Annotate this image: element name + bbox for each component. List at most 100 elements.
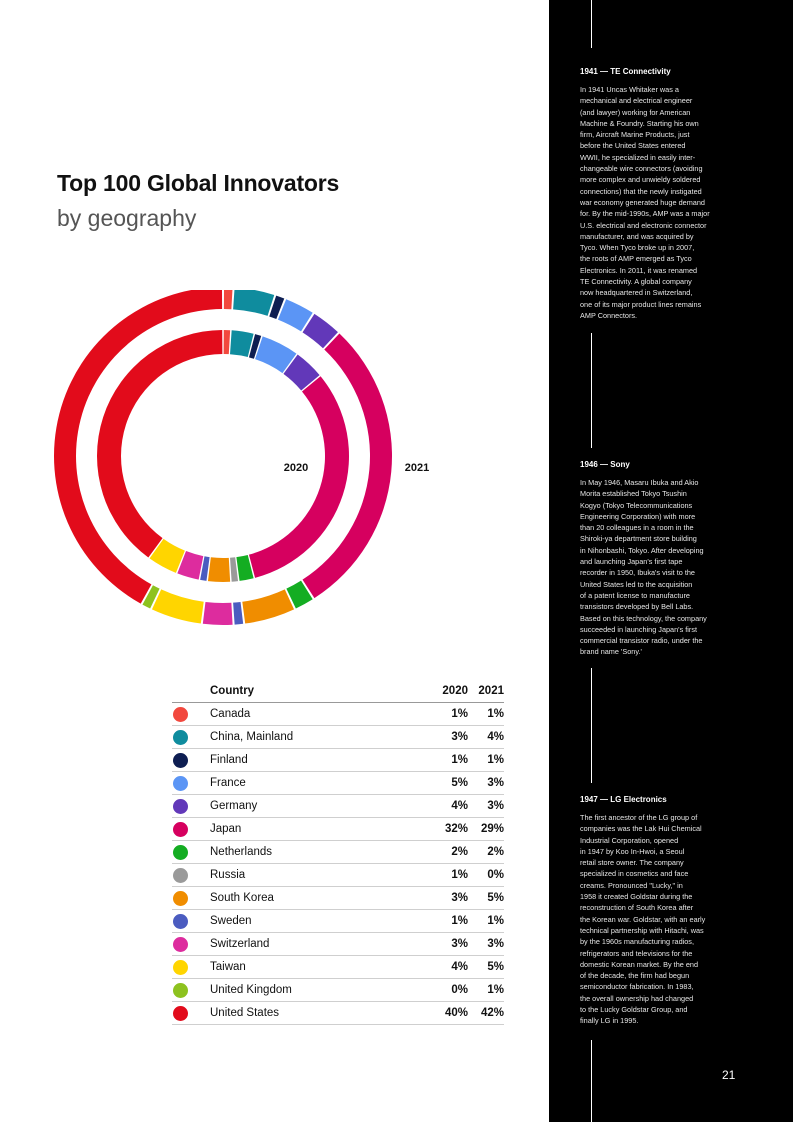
table-row: Japan 32% 29% [172, 817, 504, 841]
timeline-line [591, 333, 592, 448]
timeline-line [591, 0, 592, 48]
legend-swatch [173, 798, 188, 814]
country-name: France [210, 771, 432, 795]
history-entry-te-connectivity: 1941 — TE Connectivity In 1941 Uncas Whi… [580, 67, 740, 321]
donut-slice-2021-south-korea [242, 589, 295, 624]
legend-swatch [173, 752, 188, 768]
value-2021: 0% [468, 863, 504, 887]
donut-slice-2020-south-korea [207, 557, 231, 582]
table-row: Germany 4% 3% [172, 794, 504, 818]
header-2021: 2021 [468, 680, 504, 703]
legend-swatch [173, 959, 188, 975]
value-2020: 1% [432, 909, 468, 933]
value-2021: 2% [468, 840, 504, 864]
value-2020: 3% [432, 886, 468, 910]
inner-ring-2020 [97, 330, 350, 582]
donut-slice-2021-netherlands [286, 580, 313, 609]
donut-slice-2020-switzerland [177, 551, 204, 580]
history-entry-text: In 1941 Uncas Whitaker was a mechanical a… [580, 85, 710, 320]
table-row: Russia 1% 0% [172, 863, 504, 887]
value-2020: 4% [432, 794, 468, 818]
table-row: Finland 1% 1% [172, 748, 504, 772]
legend-swatch [173, 913, 188, 929]
value-2021: 3% [468, 771, 504, 795]
value-2020: 32% [432, 817, 468, 841]
outer-ring-label: 2021 [405, 462, 429, 474]
donut-slice-2021-sweden [233, 601, 244, 625]
header-2020: 2020 [432, 680, 468, 703]
value-2020: 1% [432, 863, 468, 887]
legend-swatch [173, 867, 188, 883]
legend-swatch [173, 982, 188, 998]
table-row: United Kingdom 0% 1% [172, 978, 504, 1002]
value-2020: 2% [432, 840, 468, 864]
legend-swatch [173, 729, 188, 745]
value-2021: 42% [468, 1001, 504, 1025]
history-entry-heading: 1941 — TE Connectivity [580, 67, 671, 76]
country-name: China, Mainland [210, 725, 432, 749]
value-2020: 3% [432, 725, 468, 749]
table-row: Switzerland 3% 3% [172, 932, 504, 956]
value-2021: 1% [468, 978, 504, 1002]
value-2021: 1% [468, 702, 504, 726]
country-name: Taiwan [210, 955, 432, 979]
value-2021: 5% [468, 886, 504, 910]
history-entry-text: The first ancestor of the LG group of com… [580, 813, 706, 1026]
country-name: Germany [210, 794, 432, 818]
donut-slice-2021-united-states [54, 290, 223, 604]
value-2021: 4% [468, 725, 504, 749]
value-2020: 4% [432, 955, 468, 979]
geography-table: Country 2020 2021 Canada 1% 1% China, Mainl… [172, 680, 504, 1025]
donut-slice-2021-france [277, 299, 313, 332]
history-entry-lg-electronics: 1947 — LG Electronics The first ancestor… [580, 795, 740, 1027]
country-name: Russia [210, 863, 432, 887]
table-row: China, Mainland 3% 4% [172, 725, 504, 749]
value-2020: 1% [432, 748, 468, 772]
donut-slice-2021-china-mainland [233, 290, 275, 316]
donut-slice-2020-germany [283, 354, 320, 391]
donut-slice-2021-finland [269, 295, 285, 320]
history-entry-text: In May 1946, Masaru Ibuka and Akio Morita… [580, 478, 707, 657]
donut-slice-2020-united-states [97, 330, 223, 558]
history-entry-heading: 1947 — LG Electronics [580, 795, 667, 804]
donut-slice-2020-japan [248, 376, 350, 578]
value-2021: 3% [468, 932, 504, 956]
donut-slice-2021-japan [302, 333, 393, 599]
country-name: United Kingdom [210, 978, 432, 1002]
country-name: Finland [210, 748, 432, 772]
legend-swatch [173, 890, 188, 906]
table-header-row: Country 2020 2021 [172, 680, 504, 703]
timeline-line [591, 1040, 592, 1122]
table-row: Netherlands 2% 2% [172, 840, 504, 864]
value-2020: 1% [432, 702, 468, 726]
country-name: Canada [210, 702, 432, 726]
donut-slice-2020-russia [230, 557, 239, 582]
history-entry-sony: 1946 — Sony In May 1946, Masaru Ibuka an… [580, 460, 740, 658]
table-row: France 5% 3% [172, 771, 504, 795]
donut-slice-2020-sweden [200, 556, 210, 581]
legend-swatch [173, 775, 188, 791]
value-2020: 3% [432, 932, 468, 956]
value-2021: 3% [468, 794, 504, 818]
legend-swatch [173, 821, 188, 837]
country-name: Switzerland [210, 932, 432, 956]
donut-slice-2021-united-kingdom [142, 585, 160, 609]
value-2021: 5% [468, 955, 504, 979]
donut-slice-2020-canada [223, 330, 231, 355]
header-country: Country [210, 680, 432, 703]
donut-slice-2021-switzerland [202, 601, 233, 625]
donut-slice-2020-france [255, 336, 297, 374]
inner-ring-label: 2020 [284, 462, 308, 474]
donut-slice-2021-taiwan [151, 589, 204, 624]
value-2020: 5% [432, 771, 468, 795]
table-row: Canada 1% 1% [172, 702, 504, 726]
donut-slice-2021-germany [302, 313, 338, 349]
outer-ring-2021 [54, 290, 393, 625]
table-row: United States 40% 42% [172, 1001, 504, 1025]
value-2020: 40% [432, 1001, 468, 1025]
donut-slice-2020-taiwan [149, 538, 185, 573]
country-name: Netherlands [210, 840, 432, 864]
page-subtitle: by geography [57, 205, 197, 231]
legend-swatch [173, 1005, 188, 1021]
history-entry-heading: 1946 — Sony [580, 460, 630, 469]
